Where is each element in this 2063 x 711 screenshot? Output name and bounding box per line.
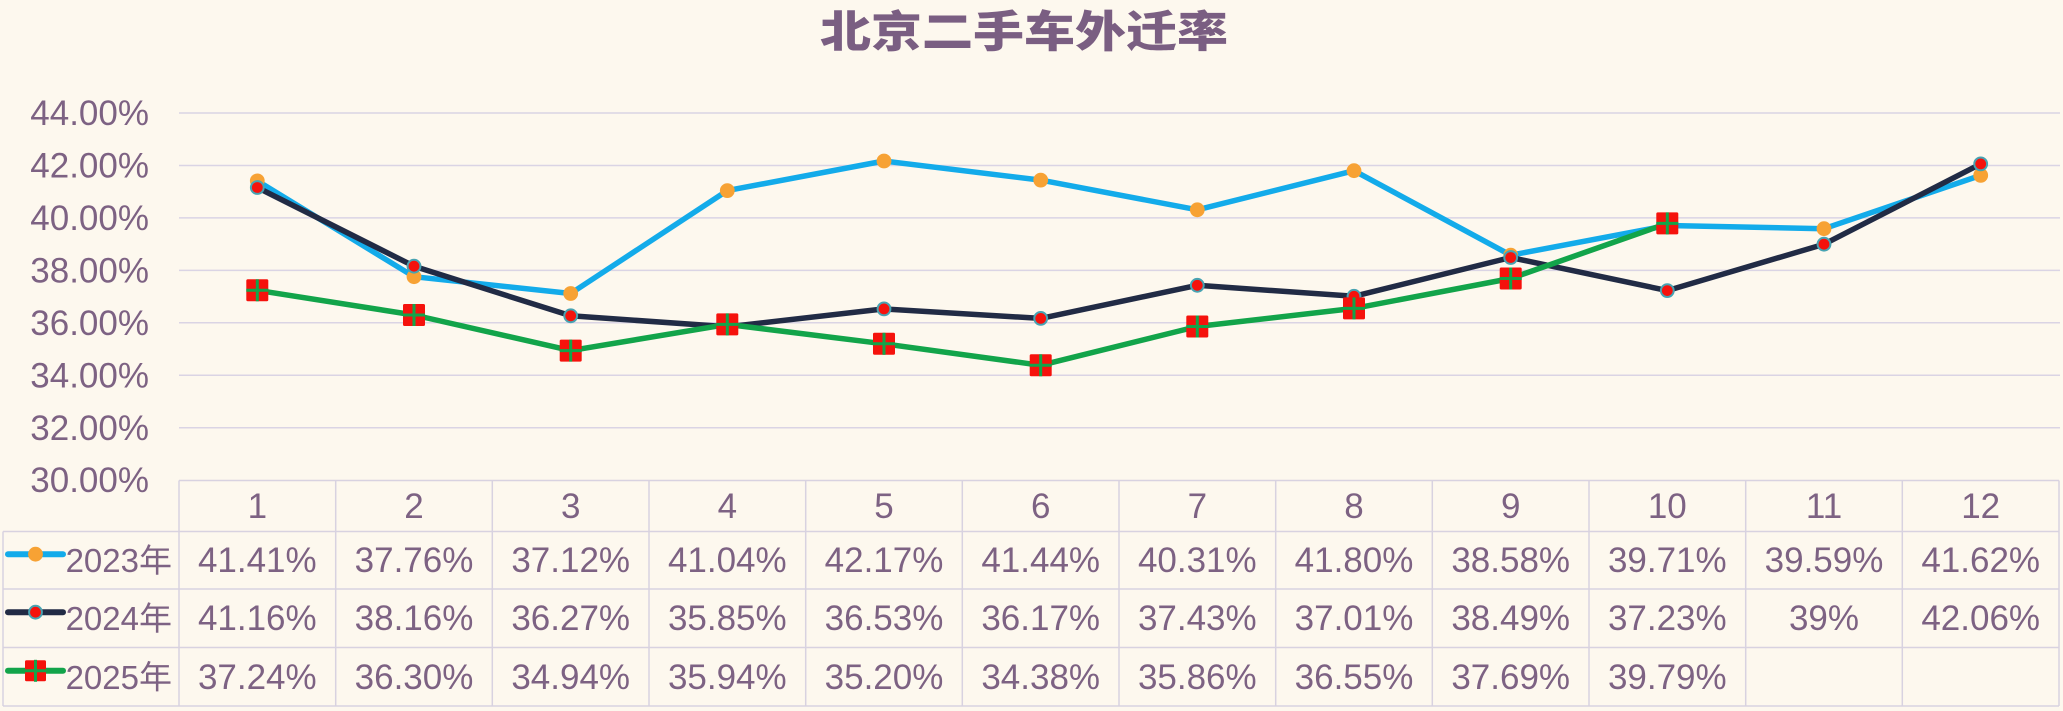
svg-text:36.55%: 36.55% — [1295, 658, 1414, 697]
svg-text:41.16%: 41.16% — [198, 599, 317, 638]
svg-text:37.23%: 37.23% — [1608, 599, 1727, 638]
svg-text:41.41%: 41.41% — [198, 541, 317, 580]
svg-text:37.69%: 37.69% — [1451, 658, 1570, 697]
svg-text:38.49%: 38.49% — [1451, 599, 1570, 638]
svg-text:41.62%: 41.62% — [1921, 541, 2040, 580]
svg-text:40.00%: 40.00% — [30, 199, 149, 238]
svg-text:32.00%: 32.00% — [30, 409, 149, 448]
svg-text:41.80%: 41.80% — [1295, 541, 1414, 580]
svg-text:41.04%: 41.04% — [668, 541, 787, 580]
svg-text:12: 12 — [1961, 487, 2000, 526]
svg-text:35.94%: 35.94% — [668, 658, 787, 697]
svg-text:3: 3 — [561, 487, 580, 526]
svg-text:40.31%: 40.31% — [1138, 541, 1257, 580]
svg-text:37.01%: 37.01% — [1295, 599, 1414, 638]
svg-text:42.06%: 42.06% — [1921, 599, 2040, 638]
svg-text:30.00%: 30.00% — [30, 461, 149, 500]
svg-text:2023: 2023 — [66, 542, 139, 579]
svg-text:35.86%: 35.86% — [1138, 658, 1257, 697]
svg-text:39.59%: 39.59% — [1765, 541, 1884, 580]
svg-text:36.17%: 36.17% — [981, 599, 1100, 638]
svg-text:10: 10 — [1648, 487, 1687, 526]
svg-text:35.20%: 35.20% — [825, 658, 944, 697]
svg-text:2024: 2024 — [66, 600, 139, 637]
svg-text:34.00%: 34.00% — [30, 356, 149, 395]
svg-text:42.00%: 42.00% — [30, 147, 149, 186]
svg-text:7: 7 — [1188, 487, 1207, 526]
svg-text:36.30%: 36.30% — [355, 658, 474, 697]
svg-text:38.00%: 38.00% — [30, 251, 149, 290]
svg-text:34.38%: 34.38% — [981, 658, 1100, 697]
svg-text:11: 11 — [1806, 487, 1842, 526]
svg-text:39.71%: 39.71% — [1608, 541, 1727, 580]
svg-text:36.53%: 36.53% — [825, 599, 944, 638]
svg-text:8: 8 — [1344, 487, 1363, 526]
svg-text:41.44%: 41.44% — [981, 541, 1100, 580]
svg-text:39%: 39% — [1789, 599, 1859, 638]
svg-text:38.58%: 38.58% — [1451, 541, 1570, 580]
svg-text:42.17%: 42.17% — [825, 541, 944, 580]
svg-text:37.24%: 37.24% — [198, 658, 317, 697]
svg-text:5: 5 — [874, 487, 893, 526]
svg-text:37.12%: 37.12% — [511, 541, 630, 580]
svg-text:38.16%: 38.16% — [355, 599, 474, 638]
svg-text:36.27%: 36.27% — [511, 599, 630, 638]
svg-text:34.94%: 34.94% — [511, 658, 630, 697]
svg-text:37.76%: 37.76% — [355, 541, 474, 580]
svg-text:35.85%: 35.85% — [668, 599, 787, 638]
svg-text:37.43%: 37.43% — [1138, 599, 1257, 638]
svg-text:39.79%: 39.79% — [1608, 658, 1727, 697]
svg-text:6: 6 — [1031, 487, 1050, 526]
svg-text:4: 4 — [718, 487, 737, 526]
svg-text:44.00%: 44.00% — [30, 94, 149, 133]
svg-text:9: 9 — [1501, 487, 1520, 526]
svg-text:1: 1 — [248, 487, 267, 526]
svg-text:2025: 2025 — [66, 659, 139, 696]
svg-text:2: 2 — [404, 487, 423, 526]
svg-text:36.00%: 36.00% — [30, 304, 149, 343]
